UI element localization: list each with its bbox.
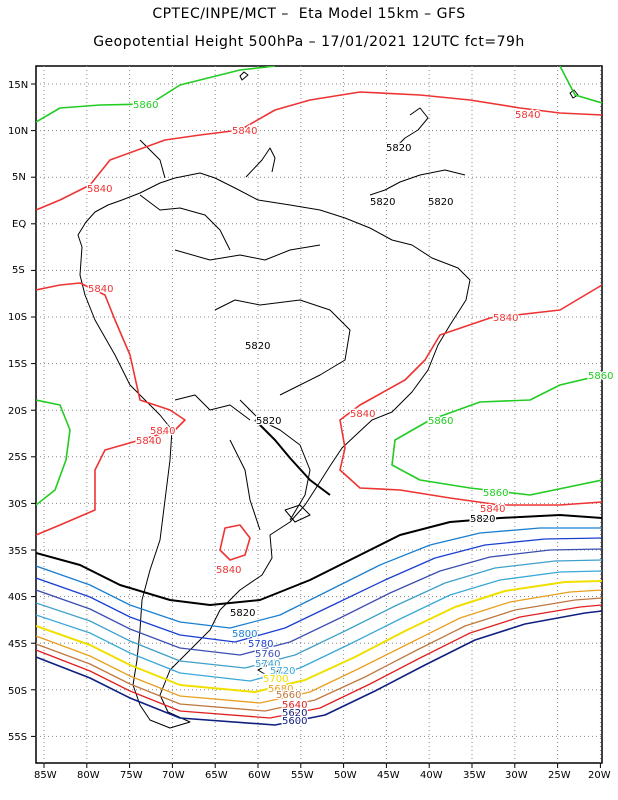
contour-label: 5640	[282, 700, 307, 711]
contour-5740	[36, 559, 602, 669]
lon-label: 35W	[463, 770, 486, 781]
contour-label: 5840	[87, 184, 112, 195]
contour-label: 5840	[88, 284, 113, 295]
contour-5620	[36, 610, 602, 726]
lon-label: 30W	[505, 770, 528, 781]
map-subtitle: Geopotential Height 500hPa – 17/01/2021 …	[93, 34, 525, 50]
lat-label: 5S	[12, 265, 25, 276]
contour-label: 5840	[493, 313, 518, 324]
contour-label: 5760	[255, 649, 280, 660]
contour-label: 5820	[370, 197, 395, 208]
lon-label: 60W	[248, 770, 271, 781]
contour-label: 5780	[248, 639, 273, 650]
lat-label: 25S	[8, 452, 27, 463]
lat-label: 30S	[8, 499, 27, 510]
contour-label: 5840	[515, 110, 540, 121]
contour-label: 5840	[232, 126, 257, 137]
lat-label: EQ	[12, 219, 26, 230]
contour-label: 5800	[232, 629, 257, 640]
lat-label: 35S	[8, 546, 27, 557]
map-frame	[35, 65, 603, 764]
contour-5660	[36, 597, 602, 712]
contour-5820	[36, 419, 602, 606]
contour-label: 5860	[483, 488, 508, 499]
contour-label: 5820	[245, 341, 270, 352]
contour-label: 5720	[270, 666, 295, 677]
contour-label: 5740	[255, 659, 280, 670]
lon-label: 80W	[77, 770, 100, 781]
lat-label: 15S	[8, 359, 27, 370]
lon-label: 40W	[420, 770, 443, 781]
lon-label: 20W	[588, 770, 611, 781]
lon-label: 75W	[120, 770, 143, 781]
lat-label: 10S	[8, 312, 27, 323]
lat-labels: 15N 10N 5N EQ 5S 10S 15S 20S 25S 30S 35S…	[8, 80, 28, 743]
lat-label: 10N	[8, 126, 28, 137]
contour-label: 5860	[428, 416, 453, 427]
contour-label: 5840	[150, 426, 175, 437]
contour-label: 5860	[588, 371, 613, 382]
contour-labels: 5860 5840 5820 5820 5820 5840 5840 5840 …	[86, 99, 615, 729]
lat-label: 20S	[8, 406, 27, 417]
contour-label: 5840	[480, 504, 505, 515]
contour-5840	[36, 91, 602, 561]
contour-label: 5680	[268, 684, 293, 695]
lat-label: 55S	[8, 732, 27, 743]
contour-5800	[36, 527, 602, 629]
contour-5700	[36, 580, 602, 693]
lon-labels: 85W 80W 75W 70W 65W 60W 55W 50W 45W 40W …	[34, 770, 611, 781]
contour-5720	[36, 570, 602, 682]
lon-label: 45W	[377, 770, 400, 781]
contour-label: 5600	[282, 716, 307, 727]
lon-label: 65W	[205, 770, 228, 781]
contour-label: 5820	[470, 514, 495, 525]
contour-5860	[36, 66, 602, 506]
contour-label: 5840	[216, 565, 241, 576]
contour-label: 5860	[133, 100, 158, 111]
lon-label: 25W	[548, 770, 571, 781]
lat-label: 40S	[8, 592, 27, 603]
contour-label: 5820	[256, 416, 281, 427]
contour-label: 5620	[282, 708, 307, 719]
contour-label: 5660	[276, 690, 301, 701]
lon-label: 70W	[162, 770, 185, 781]
contour-label: 5820	[428, 197, 453, 208]
lat-label: 15N	[8, 80, 28, 91]
axis-ticks	[31, 83, 601, 768]
contour-5780	[36, 537, 602, 643]
contour-label: 5820	[386, 143, 411, 154]
lat-label: 45S	[8, 639, 27, 650]
coastlines	[77, 71, 579, 729]
contour-5640	[36, 604, 602, 719]
contour-label: 5700	[263, 674, 288, 685]
lon-label: 50W	[334, 770, 357, 781]
lon-label: 55W	[291, 770, 314, 781]
lon-label: 85W	[34, 770, 57, 781]
contour-5680	[36, 589, 602, 704]
lat-label: 50S	[8, 686, 27, 697]
contour-label: 5820	[230, 608, 255, 619]
contour-label: 5840	[136, 436, 161, 447]
contour-5760	[36, 548, 602, 656]
lat-label: 5N	[12, 172, 26, 183]
contour-label: 5840	[350, 409, 375, 420]
map-title: CPTEC/INPE/MCT – Eta Model 15km – GFS	[152, 6, 466, 22]
